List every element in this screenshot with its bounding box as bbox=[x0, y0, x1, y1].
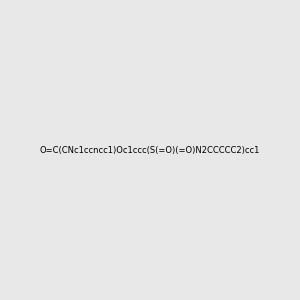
Text: O=C(CNc1ccncc1)Oc1ccc(S(=O)(=O)N2CCCCC2)cc1: O=C(CNc1ccncc1)Oc1ccc(S(=O)(=O)N2CCCCC2)… bbox=[40, 146, 260, 154]
